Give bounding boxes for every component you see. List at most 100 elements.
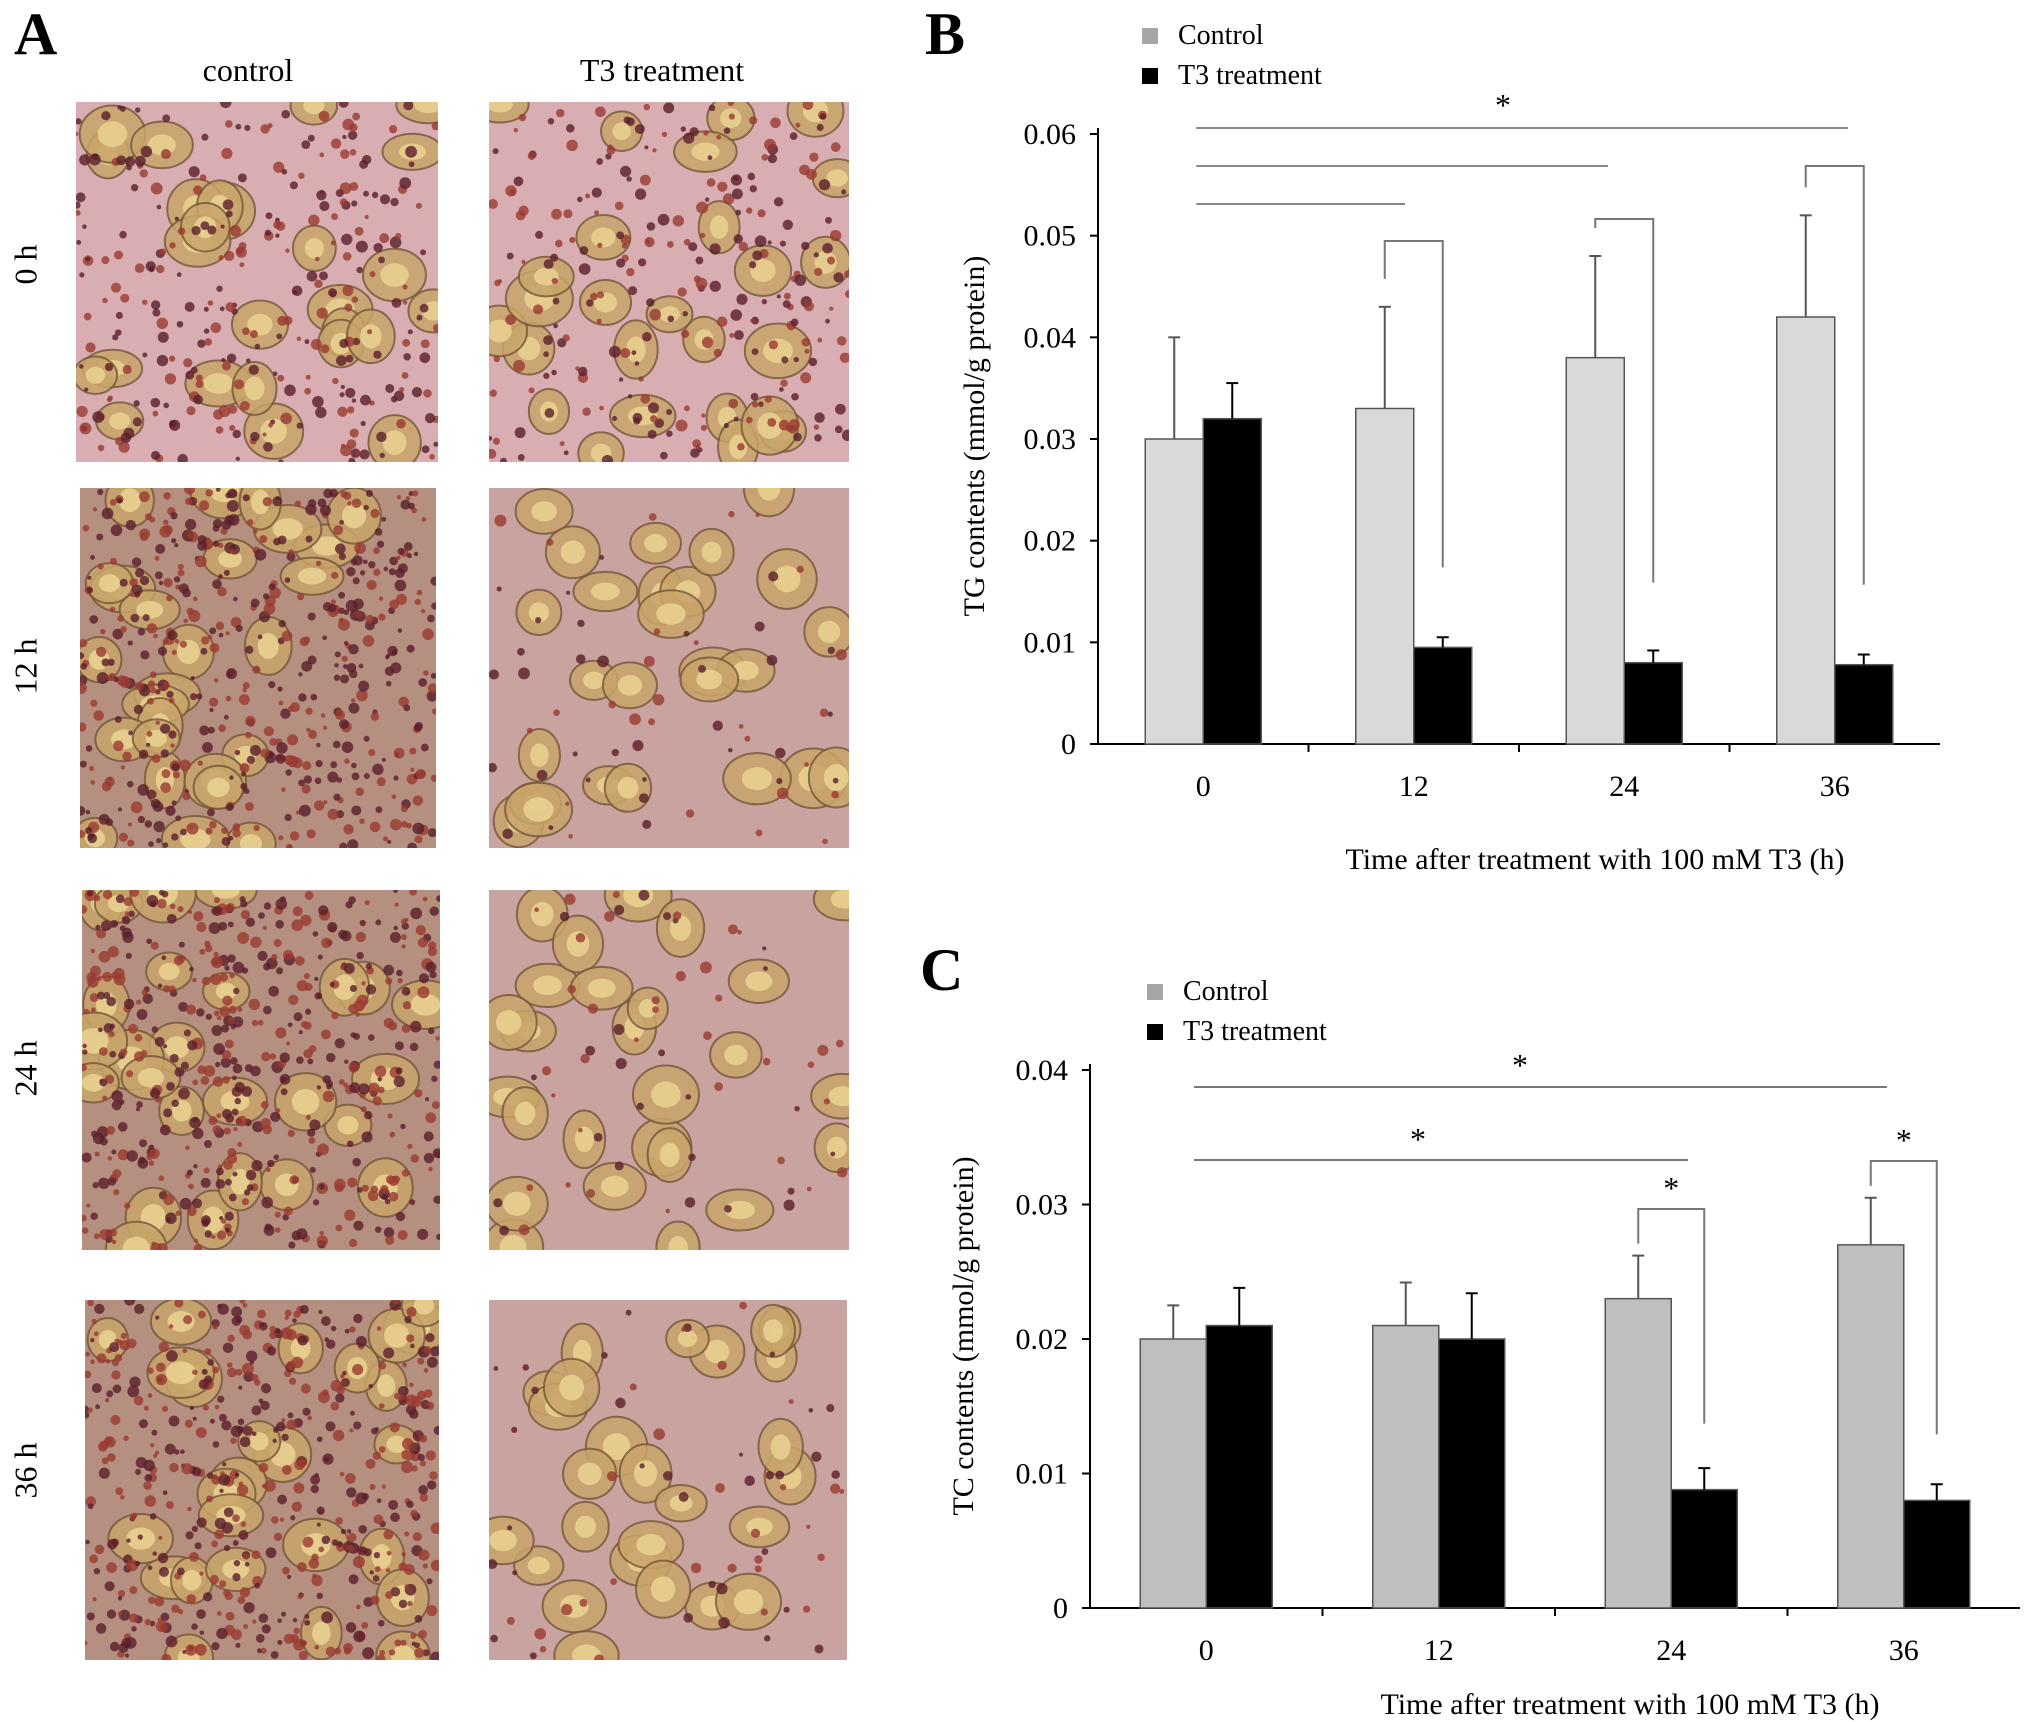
lipid-droplet bbox=[90, 833, 95, 838]
lipid-droplet bbox=[168, 1415, 180, 1427]
lipid-droplet bbox=[614, 904, 625, 916]
lipid-droplet bbox=[727, 924, 738, 935]
lipid-droplet bbox=[431, 1075, 438, 1082]
lipid-droplet bbox=[209, 642, 220, 653]
lipid-droplet bbox=[267, 1159, 275, 1168]
lipid-droplet bbox=[836, 336, 847, 346]
lipid-droplet bbox=[796, 565, 804, 573]
lipid-droplet bbox=[284, 813, 292, 822]
lipid-droplet bbox=[158, 1566, 169, 1577]
lipid-droplet bbox=[125, 156, 136, 167]
lipid-droplet bbox=[138, 1156, 146, 1164]
lipid-droplet bbox=[261, 1052, 271, 1062]
lipid-droplet bbox=[383, 1347, 395, 1359]
lipid-droplet bbox=[405, 496, 411, 501]
lipid-droplet bbox=[106, 397, 112, 403]
lipid-droplet bbox=[297, 1562, 307, 1572]
lipid-droplet bbox=[130, 592, 136, 598]
lipid-droplet bbox=[746, 207, 753, 214]
lipid-droplet bbox=[376, 540, 385, 548]
lipid-droplet bbox=[149, 1442, 155, 1448]
lipid-droplet bbox=[244, 715, 256, 727]
lipid-droplet bbox=[232, 1514, 240, 1523]
cell-nucleus bbox=[577, 1462, 602, 1486]
lipid-droplet bbox=[380, 1185, 389, 1194]
lipid-droplet bbox=[339, 842, 348, 848]
lipid-droplet bbox=[269, 1331, 277, 1340]
lipid-droplet bbox=[401, 986, 411, 996]
lipid-droplet bbox=[422, 896, 428, 902]
lipid-droplet bbox=[202, 1404, 209, 1411]
lipid-droplet bbox=[165, 1501, 174, 1509]
lipid-droplet bbox=[115, 311, 123, 320]
lipid-droplet bbox=[112, 1384, 122, 1394]
lipid-droplet bbox=[127, 822, 133, 827]
lipid-droplet bbox=[213, 1010, 220, 1017]
lipid-droplet bbox=[727, 102, 735, 106]
lipid-droplet bbox=[115, 1487, 124, 1496]
lipid-droplet bbox=[288, 1241, 296, 1249]
lipid-droplet bbox=[347, 406, 355, 414]
lipid-droplet bbox=[212, 540, 220, 547]
lipid-droplet bbox=[813, 252, 820, 258]
cell-nucleus bbox=[644, 534, 668, 553]
lipid-droplet bbox=[161, 769, 171, 779]
lipid-droplet bbox=[128, 1023, 138, 1034]
lipid-droplet bbox=[316, 1522, 321, 1527]
lipid-droplet bbox=[409, 1382, 414, 1388]
lipid-droplet bbox=[338, 607, 345, 615]
lipid-droplet bbox=[342, 134, 347, 140]
lipid-droplet bbox=[564, 893, 576, 905]
lipid-droplet bbox=[101, 111, 111, 121]
lipid-droplet bbox=[423, 1346, 432, 1354]
lipid-droplet bbox=[331, 571, 339, 579]
lipid-droplet bbox=[416, 314, 423, 321]
lipid-droplet bbox=[343, 1642, 353, 1653]
lipid-droplet bbox=[277, 1639, 283, 1645]
lipid-droplet bbox=[693, 640, 699, 646]
lipid-droplet bbox=[216, 285, 223, 292]
lipid-droplet bbox=[173, 955, 184, 966]
lipid-droplet bbox=[585, 1045, 596, 1056]
lipid-droplet bbox=[154, 571, 163, 580]
lipid-droplet bbox=[280, 1088, 288, 1096]
lipid-droplet bbox=[695, 444, 700, 449]
lipid-droplet bbox=[119, 1609, 131, 1621]
lipid-droplet bbox=[130, 184, 139, 192]
lipid-droplet bbox=[111, 1370, 121, 1380]
lipid-droplet bbox=[137, 815, 146, 824]
lipid-droplet bbox=[200, 1177, 211, 1188]
lipid-droplet bbox=[236, 1425, 245, 1434]
lipid-droplet bbox=[264, 229, 272, 236]
lipid-droplet bbox=[737, 929, 742, 935]
lipid-droplet bbox=[117, 105, 122, 110]
lipid-droplet bbox=[201, 1219, 210, 1228]
lipid-droplet bbox=[308, 1136, 316, 1144]
lipid-droplet bbox=[151, 1429, 158, 1436]
lipid-droplet bbox=[594, 210, 600, 216]
lipid-droplet bbox=[369, 400, 375, 406]
lipid-droplet bbox=[217, 1303, 222, 1309]
lipid-droplet bbox=[265, 1547, 277, 1559]
lipid-droplet bbox=[394, 1639, 402, 1647]
lipid-droplet bbox=[303, 775, 312, 784]
lipid-droplet bbox=[232, 823, 241, 831]
lipid-droplet bbox=[816, 123, 824, 132]
lipid-droplet bbox=[96, 646, 107, 657]
lipid-droplet bbox=[707, 155, 713, 161]
lipid-droplet bbox=[152, 410, 159, 417]
lipid-droplet bbox=[704, 197, 710, 202]
lipid-droplet bbox=[768, 571, 779, 582]
lipid-droplet bbox=[125, 519, 136, 531]
lipid-droplet bbox=[110, 282, 122, 293]
lipid-droplet bbox=[143, 1481, 152, 1490]
lipid-droplet bbox=[728, 747, 733, 753]
lipid-droplet bbox=[193, 1164, 198, 1169]
lipid-droplet bbox=[625, 1309, 632, 1316]
lipid-droplet bbox=[162, 114, 171, 123]
lipid-droplet bbox=[149, 1513, 157, 1520]
cell-nucleus bbox=[297, 567, 327, 585]
lipid-droplet bbox=[277, 1494, 287, 1505]
lipid-droplet bbox=[751, 348, 759, 356]
lipid-droplet bbox=[347, 839, 359, 848]
